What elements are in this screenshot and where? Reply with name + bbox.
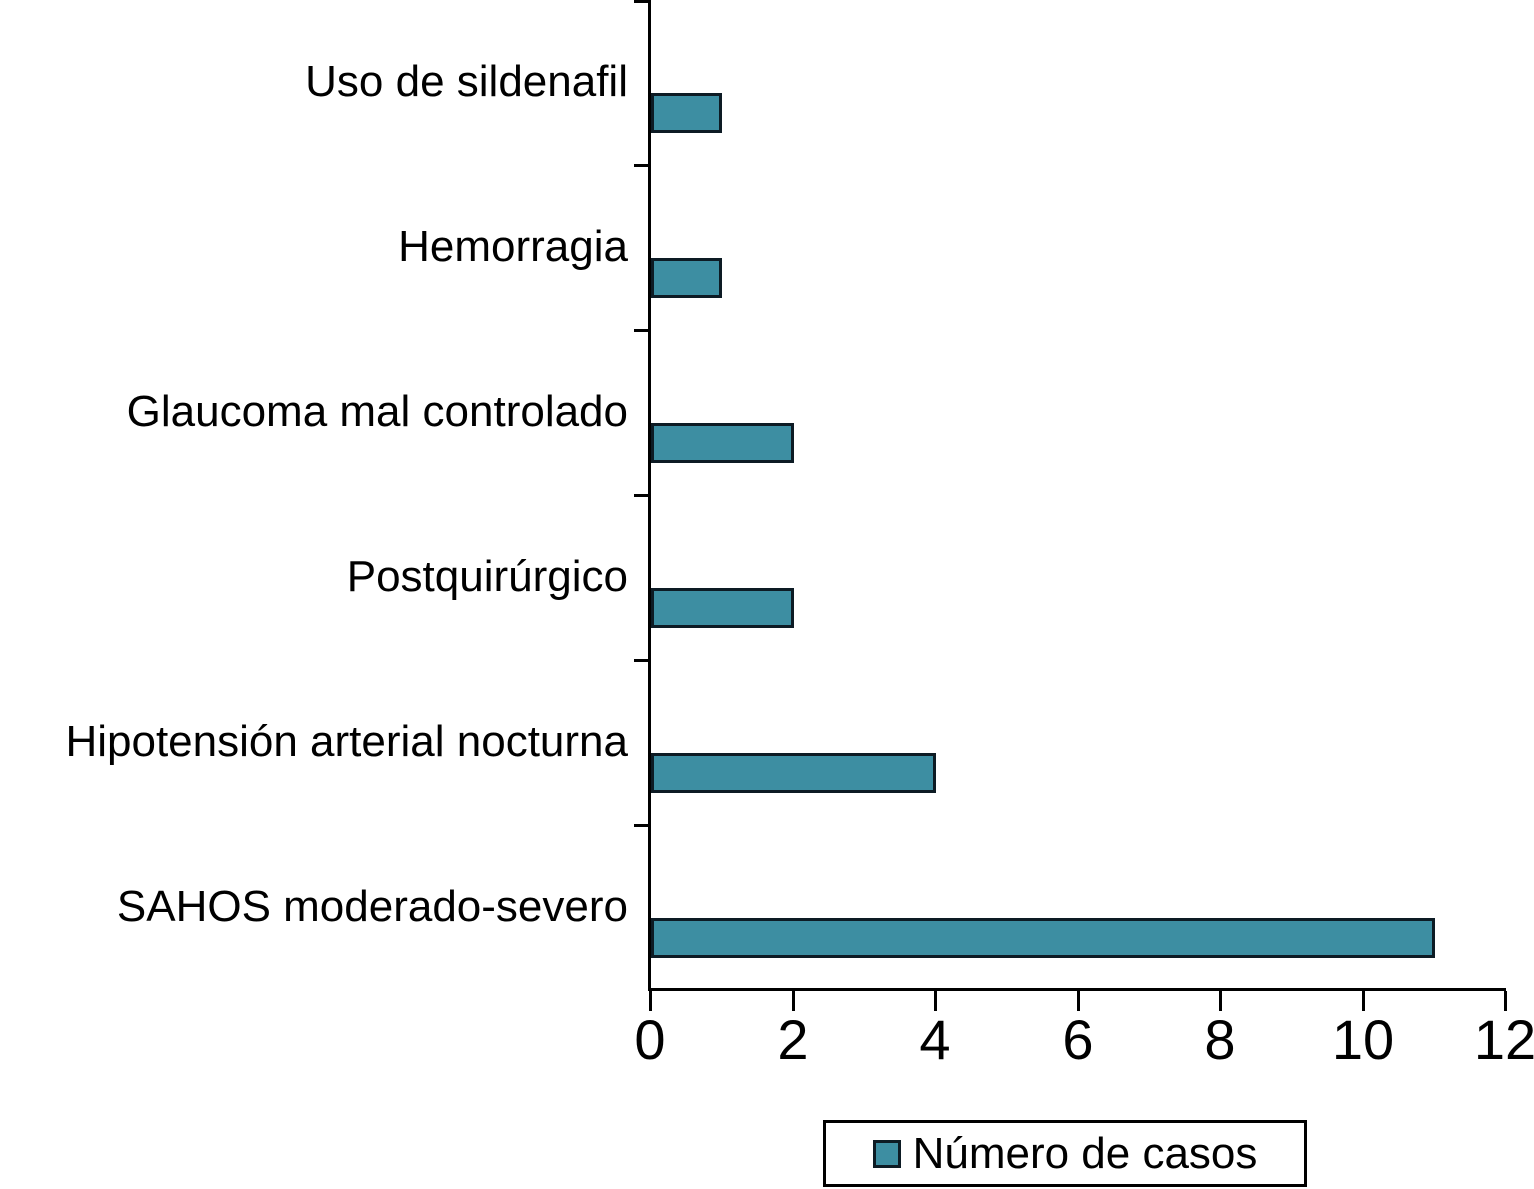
category-label: Postquirúrgico xyxy=(346,552,628,601)
bar xyxy=(651,918,1435,958)
bar xyxy=(651,93,722,133)
x-axis-tick xyxy=(1219,991,1222,1011)
bar xyxy=(651,753,936,793)
x-axis-tick-label: 0 xyxy=(634,1008,666,1071)
x-axis-tick-label: 4 xyxy=(919,1008,951,1071)
legend-swatch-icon xyxy=(872,1139,901,1168)
y-axis-tick xyxy=(634,824,650,827)
category-label: Uso de sildenafil xyxy=(305,57,628,106)
legend-label: Número de casos xyxy=(912,1128,1258,1178)
bar xyxy=(651,258,722,298)
x-axis-tick xyxy=(934,991,937,1011)
y-axis-tick xyxy=(634,329,650,332)
x-axis-tick-label: 8 xyxy=(1204,1008,1236,1071)
x-axis-tick xyxy=(792,991,795,1011)
x-axis-tick xyxy=(649,991,652,1011)
x-axis-tick-label: 6 xyxy=(1062,1008,1094,1071)
category-label: Hipotensión arterial nocturna xyxy=(65,717,628,766)
legend: Número de casos xyxy=(823,1120,1307,1187)
x-axis-tick xyxy=(1077,991,1080,1011)
y-axis-tick xyxy=(634,494,650,497)
category-label: Hemorragia xyxy=(398,222,628,271)
x-axis-tick-label: 12 xyxy=(1473,1008,1534,1071)
x-axis-tick xyxy=(1362,991,1365,1011)
y-axis-tick xyxy=(634,164,650,167)
x-axis-line xyxy=(648,988,1506,991)
x-axis-tick-label: 2 xyxy=(777,1008,809,1071)
category-label: SAHOS moderado-severo xyxy=(116,882,628,931)
category-label: Glaucoma mal controlado xyxy=(126,387,628,436)
y-axis-tick xyxy=(634,659,650,662)
x-axis-tick xyxy=(1504,991,1507,1011)
x-axis-tick-label: 10 xyxy=(1331,1008,1395,1071)
y-axis-tick xyxy=(634,0,650,3)
bar xyxy=(651,588,794,628)
bar xyxy=(651,423,794,463)
